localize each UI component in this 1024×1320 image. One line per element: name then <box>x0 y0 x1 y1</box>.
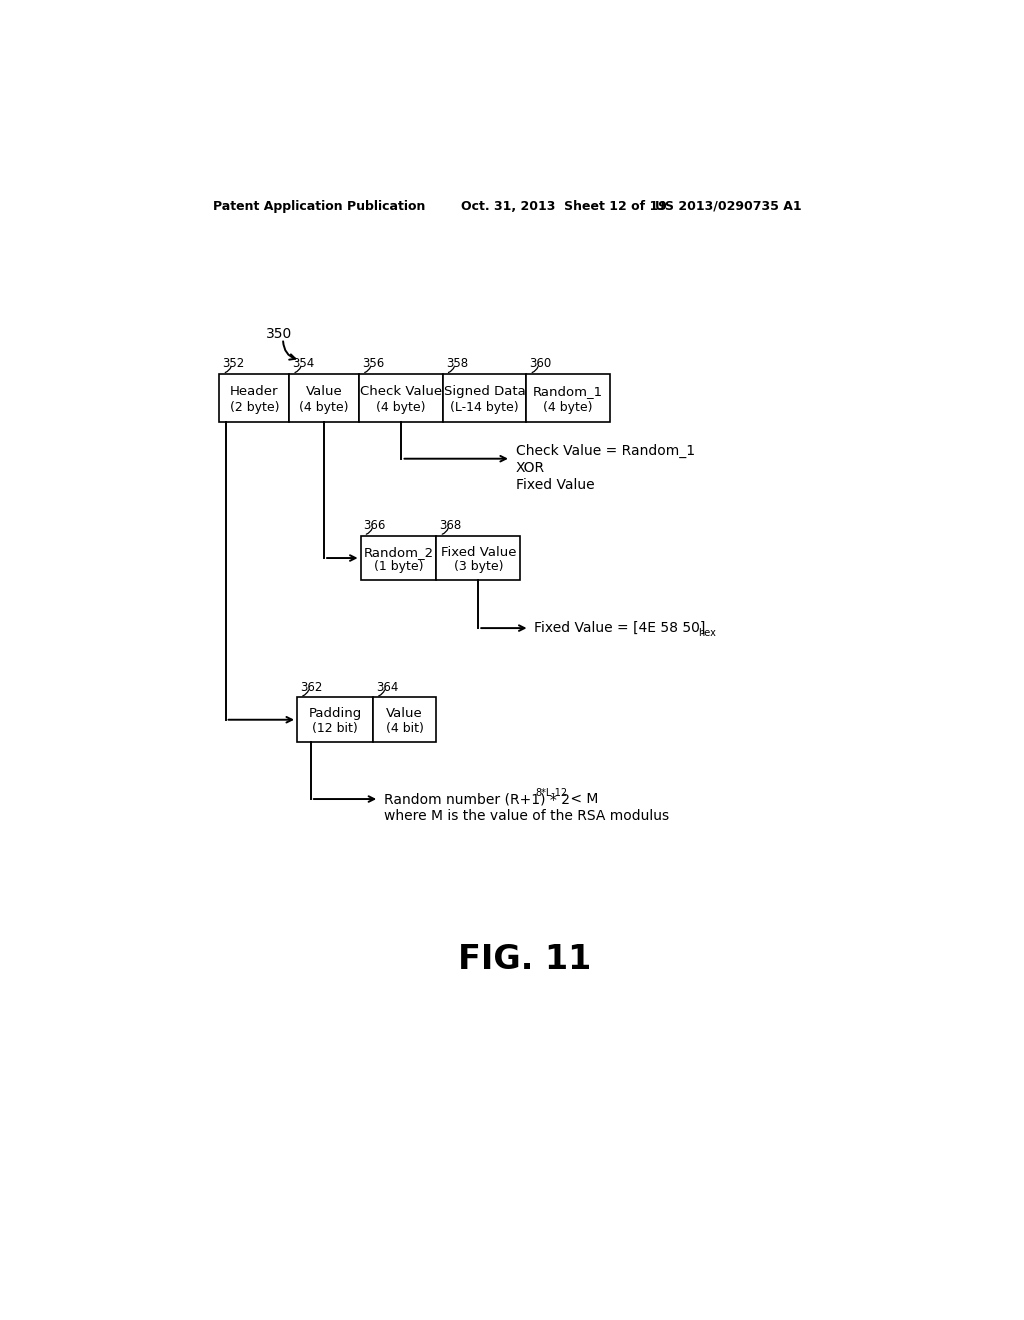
Text: (2 byte): (2 byte) <box>229 401 280 414</box>
Bar <box>219 374 289 422</box>
Text: 358: 358 <box>445 358 468 371</box>
Text: XOR: XOR <box>515 461 545 475</box>
Text: Header: Header <box>230 385 279 399</box>
Text: Random_2: Random_2 <box>364 545 433 558</box>
Text: US 2013/0290735 A1: US 2013/0290735 A1 <box>655 199 802 213</box>
Text: Random number (R+1) * 2: Random number (R+1) * 2 <box>384 792 569 807</box>
Text: Random_1: Random_1 <box>534 385 603 399</box>
Text: (L-14 byte): (L-14 byte) <box>451 401 519 414</box>
Text: (12 bit): (12 bit) <box>312 722 357 735</box>
Bar <box>289 374 359 422</box>
Bar <box>297 697 373 742</box>
Bar <box>360 536 436 581</box>
Text: 368: 368 <box>439 519 462 532</box>
Text: FIG. 11: FIG. 11 <box>458 942 592 975</box>
Text: 8*L-12: 8*L-12 <box>535 788 567 797</box>
Bar <box>526 374 610 422</box>
Text: (4 byte): (4 byte) <box>376 401 426 414</box>
Text: Check Value = Random_1: Check Value = Random_1 <box>515 444 694 458</box>
Text: Fixed Value = [4E 58 50]: Fixed Value = [4E 58 50] <box>535 622 706 635</box>
Bar <box>442 374 526 422</box>
Bar <box>373 697 436 742</box>
Text: Value: Value <box>386 708 423 721</box>
Text: 364: 364 <box>376 681 398 694</box>
Text: (4 byte): (4 byte) <box>299 401 349 414</box>
Text: Fixed Value: Fixed Value <box>440 545 516 558</box>
Text: Patent Application Publication: Patent Application Publication <box>213 199 426 213</box>
Text: (4 bit): (4 bit) <box>386 722 424 735</box>
Text: 354: 354 <box>292 358 314 371</box>
Bar <box>359 374 442 422</box>
Text: (4 byte): (4 byte) <box>544 401 593 414</box>
Text: (3 byte): (3 byte) <box>454 561 503 573</box>
Text: (1 byte): (1 byte) <box>374 561 423 573</box>
Text: Oct. 31, 2013  Sheet 12 of 19: Oct. 31, 2013 Sheet 12 of 19 <box>461 199 667 213</box>
Text: hex: hex <box>698 628 716 639</box>
Text: 350: 350 <box>266 327 292 341</box>
Text: 366: 366 <box>364 519 386 532</box>
Text: 352: 352 <box>222 358 245 371</box>
Text: Signed Data: Signed Data <box>443 385 525 399</box>
Text: Check Value: Check Value <box>359 385 442 399</box>
Text: 362: 362 <box>300 681 323 694</box>
Text: < M: < M <box>566 792 598 807</box>
Text: where M is the value of the RSA modulus: where M is the value of the RSA modulus <box>384 809 669 822</box>
Text: 356: 356 <box>362 358 384 371</box>
Bar <box>436 536 520 581</box>
Text: Fixed Value: Fixed Value <box>515 478 594 492</box>
Text: Padding: Padding <box>308 708 361 721</box>
Text: Value: Value <box>306 385 342 399</box>
Text: 360: 360 <box>529 358 552 371</box>
